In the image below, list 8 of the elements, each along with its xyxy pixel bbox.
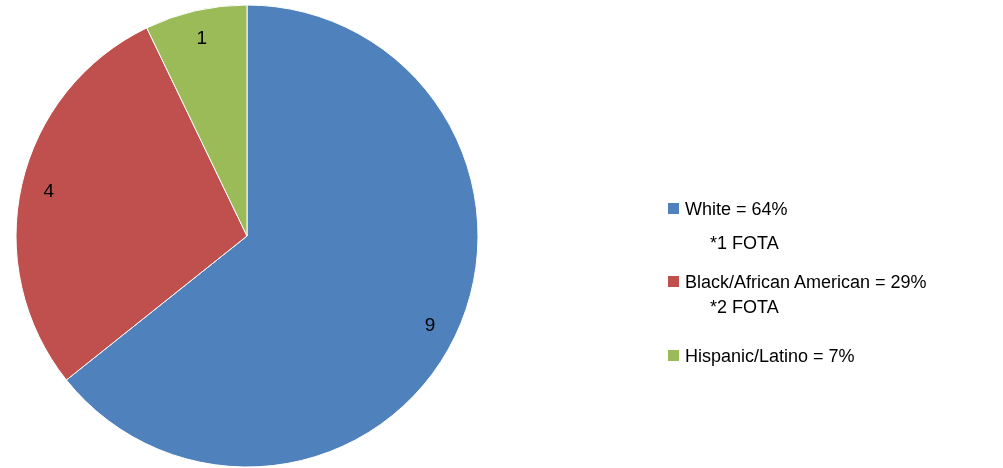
- data-label: 1: [196, 27, 208, 49]
- data-label: 9: [424, 313, 436, 335]
- text: *1 FOTA: [710, 233, 779, 253]
- text: *2 FOTA: [710, 297, 779, 317]
- legend-label: White = 64%: [685, 199, 788, 219]
- data-label: 4: [43, 180, 55, 202]
- legend-label: Hispanic/Latino = 7%: [685, 346, 855, 366]
- legend-label: Black/African American = 29%: [685, 272, 927, 292]
